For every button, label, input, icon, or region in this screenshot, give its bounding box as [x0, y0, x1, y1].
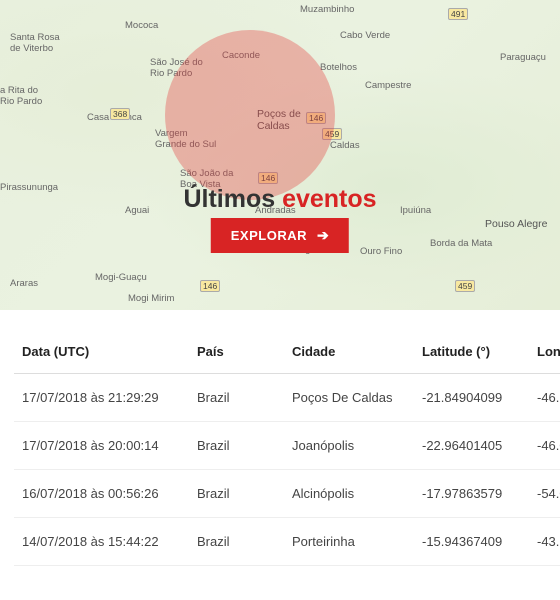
map-place-label: Mogi-Guaçu: [95, 272, 147, 283]
table-cell: -46.64: [529, 374, 560, 422]
table-header-row: Data (UTC) País Cidade Latitude (°) Long…: [14, 334, 560, 374]
col-header-city: Cidade: [284, 334, 414, 374]
map-place-label: Pouso Alegre: [485, 218, 547, 230]
col-header-date: Data (UTC): [14, 334, 189, 374]
table-cell: Brazil: [189, 518, 284, 566]
hero-title-part1: Últimos: [183, 185, 282, 213]
table-row[interactable]: 14/07/2018 às 15:44:22BrazilPorteirinha-…: [14, 518, 560, 566]
map-place-label: a Rita doRio Pardo: [0, 85, 42, 107]
map-place-label: Campestre: [365, 80, 411, 91]
arrow-right-icon: ➔: [317, 227, 329, 244]
map-place-label: Santa Rosade Viterbo: [10, 32, 60, 54]
road-badge: 459: [455, 280, 475, 292]
table-row[interactable]: 17/07/2018 às 20:00:14BrazilJoanópolis-2…: [14, 422, 560, 470]
table-cell: -22.96401405: [414, 422, 529, 470]
map-place-label: Borda da Mata: [430, 238, 492, 249]
map-place-label: Mogi Mirim: [128, 293, 174, 304]
table-cell: -21.84904099: [414, 374, 529, 422]
col-header-longitude: Longit: [529, 334, 560, 374]
table-cell: Alcinópolis: [284, 470, 414, 518]
table-cell: 17/07/2018 às 21:29:29: [14, 374, 189, 422]
table-cell: 16/07/2018 às 00:56:26: [14, 470, 189, 518]
road-badge: 368: [110, 108, 130, 120]
table-cell: Brazil: [189, 422, 284, 470]
table-cell: Brazil: [189, 374, 284, 422]
explore-button-label: EXPLORAR: [231, 228, 307, 243]
table-cell: Porteirinha: [284, 518, 414, 566]
hero-title-part2: eventos: [282, 185, 376, 213]
table-cell: -15.94367409: [414, 518, 529, 566]
map-place-label: Mococa: [125, 20, 158, 31]
radar-overlay: [165, 30, 335, 200]
events-table-section: Data (UTC) País Cidade Latitude (°) Long…: [0, 310, 560, 566]
table-cell: Poços De Caldas: [284, 374, 414, 422]
table-row[interactable]: 17/07/2018 às 21:29:29BrazilPoços De Cal…: [14, 374, 560, 422]
map-place-label: Paraguaçu: [500, 52, 546, 63]
road-badge: 491: [448, 8, 468, 20]
table-cell: Brazil: [189, 470, 284, 518]
map-place-label: Ouro Fino: [360, 246, 402, 257]
map-place-label: Caldas: [330, 140, 360, 151]
table-cell: -17.97863579: [414, 470, 529, 518]
events-table: Data (UTC) País Cidade Latitude (°) Long…: [14, 334, 560, 566]
map-place-label: Cabo Verde: [340, 30, 390, 41]
table-cell: Joanópolis: [284, 422, 414, 470]
table-row[interactable]: 16/07/2018 às 00:56:26BrazilAlcinópolis-…: [14, 470, 560, 518]
map-place-label: Botelhos: [320, 62, 357, 73]
explore-button[interactable]: EXPLORAR ➔: [211, 218, 349, 253]
map-place-label: Araras: [10, 278, 38, 289]
table-cell: 14/07/2018 às 15:44:22: [14, 518, 189, 566]
table-cell: -46.08: [529, 422, 560, 470]
table-cell: 17/07/2018 às 20:00:14: [14, 422, 189, 470]
hero-title: Últimos eventos: [0, 185, 560, 214]
col-header-country: País: [189, 334, 284, 374]
table-cell: -54.04: [529, 470, 560, 518]
table-cell: -43.14: [529, 518, 560, 566]
road-badge: 146: [200, 280, 220, 292]
map-place-label: Muzambinho: [300, 4, 354, 15]
map-hero-section: Muzambinho Mococa Cabo Verde Santa Rosade V…: [0, 0, 560, 310]
col-header-latitude: Latitude (°): [414, 334, 529, 374]
